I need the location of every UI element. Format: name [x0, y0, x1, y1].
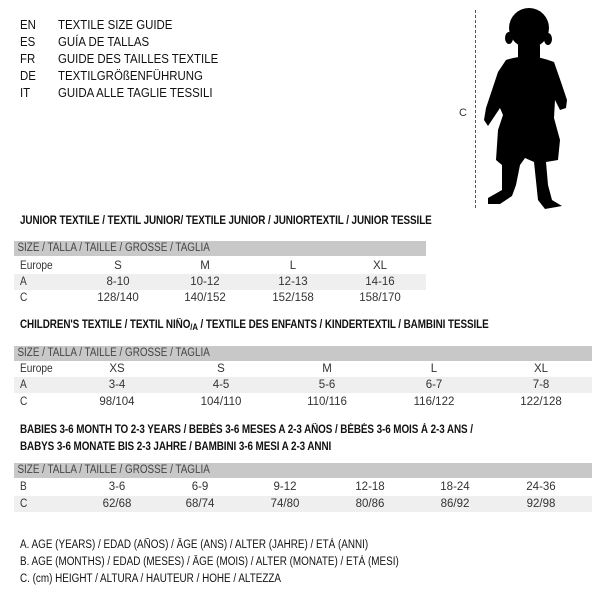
table-cell: 158/170 [359, 292, 401, 304]
children-size-header: SIZE / TALLA / TAILLE / GRÖSSE / TAGLIA [14, 346, 592, 361]
legend-item: C. (cm) HEIGHT / ALTURA / HAUTEUR / HÖHE… [20, 573, 282, 585]
legend-item: B. AGE (MONTHS) / EDAD (MESES) / ÂGE (MO… [20, 556, 399, 568]
table-cell: 92/98 [526, 498, 556, 510]
table-cell: 80/86 [355, 498, 385, 510]
table-cell: S [114, 260, 122, 272]
table-cell: 6-9 [191, 481, 209, 493]
table-cell: 6-7 [425, 379, 443, 391]
row-label: C [20, 498, 28, 510]
junior-section-title: JUNIOR TEXTILE / TEXTIL JUNIOR/ TEXTILE … [20, 215, 432, 227]
table-cell: 152/158 [272, 292, 314, 304]
table-cell: 4-5 [212, 379, 230, 391]
table-cell: 74/80 [270, 498, 300, 510]
table-cell: 14-16 [365, 276, 395, 288]
table-cell: 140/152 [184, 292, 226, 304]
table-row: C 128/140 140/152 152/158 158/170 [14, 290, 426, 306]
table-cell: 116/122 [413, 396, 455, 408]
table-cell: S [217, 363, 225, 375]
lang-title: GUÍA DE TALLAS [58, 34, 150, 49]
size-header-text: SIZE / TALLA / TAILLE / GRÖSSE / TAGLIA [17, 347, 210, 359]
table-cell: 18-24 [440, 481, 470, 493]
table-cell: 3-4 [108, 379, 126, 391]
table-cell: 9-12 [273, 481, 297, 493]
junior-size-header: SIZE / TALLA / TAILLE / GRÖSSE / TAGLIA [14, 241, 426, 256]
table-row: A 8-10 10-12 12-13 14-16 [14, 274, 426, 290]
row-label: C [20, 292, 28, 304]
title-part: CHILDREN'S TEXTILE / TEXTIL NIÑO [20, 319, 191, 331]
child-silhouette-icon [484, 8, 567, 209]
size-header-text: SIZE / TALLA / TAILLE / GRÖSSE / TAGLIA [17, 242, 210, 254]
table-cell: XL [372, 260, 388, 272]
size-header-text: SIZE / TALLA / TAILLE / GRÖSSE / TAGLIA [17, 464, 210, 476]
table-cell: 98/104 [99, 396, 135, 408]
row-label: Europe [20, 260, 53, 272]
table-cell: L [289, 260, 297, 272]
lang-code: ES [20, 34, 36, 49]
table-cell: 122/128 [520, 396, 562, 408]
table-row: A 3-4 4-5 5-6 6-7 7-8 [14, 377, 592, 393]
height-measure-label: C [459, 107, 467, 119]
children-section-title: CHILDREN'S TEXTILE / TEXTIL NIÑO/A / TEX… [20, 319, 489, 332]
table-cell: XL [533, 363, 549, 375]
lang-title: GUIDA ALLE TAGLIE TESSILI [58, 85, 213, 100]
babies-section-title: BABIES 3-6 MONTH TO 2-3 YEARS / BEBÉS 3-… [20, 424, 473, 436]
table-cell: 10-12 [190, 276, 220, 288]
table-cell: M [322, 363, 332, 375]
lang-title: TEXTILE SIZE GUIDE [58, 17, 173, 32]
lang-code: EN [20, 17, 36, 32]
table-cell: 24-36 [526, 481, 556, 493]
table-cell: 68/74 [185, 498, 215, 510]
lang-title: TEXTILGRÖßENFÜHRUNG [58, 68, 203, 83]
table-cell: 12-13 [278, 276, 308, 288]
table-row: Europe S M L XL [14, 258, 426, 274]
table-cell: L [430, 363, 438, 375]
legend-item: A. AGE (YEARS) / EDAD (AÑOS) / ÂGE (ANS)… [20, 539, 369, 551]
row-label: C [20, 396, 28, 408]
lang-code: FR [20, 51, 36, 66]
table-cell: 104/110 [200, 396, 242, 408]
title-part: / TEXTILE DES ENFANTS / KINDERTEXTIL / B… [197, 319, 489, 331]
babies-section-title-line2: BABYS 3-6 MONATE BIS 2-3 JAHRE / BAMBINI… [20, 441, 332, 453]
height-measure-line [475, 10, 476, 208]
table-row: C 98/104 104/110 110/116 116/122 122/128 [14, 394, 592, 410]
table-cell: 5-6 [318, 379, 336, 391]
lang-title: GUIDE DES TAILLES TEXTILE [58, 51, 219, 66]
table-cell: 86/92 [440, 498, 470, 510]
table-cell: M [200, 260, 210, 272]
row-label: B [20, 481, 27, 493]
table-cell: 128/140 [97, 292, 139, 304]
babies-size-header: SIZE / TALLA / TAILLE / GRÖSSE / TAGLIA [14, 463, 592, 478]
row-label: Europe [20, 363, 53, 375]
table-row: B 3-6 6-9 9-12 12-18 18-24 24-36 [14, 479, 592, 495]
table-row: Europe XS S M L XL [14, 361, 592, 377]
table-cell: 62/68 [102, 498, 132, 510]
row-label: A [20, 379, 27, 391]
table-row: C 62/68 68/74 74/80 80/86 86/92 92/98 [14, 496, 592, 512]
table-cell: 8-10 [106, 276, 130, 288]
row-label: A [20, 276, 27, 288]
table-cell: 12-18 [355, 481, 385, 493]
lang-code: DE [20, 68, 36, 83]
table-cell: 7-8 [532, 379, 550, 391]
table-cell: XS [109, 363, 125, 375]
table-cell: 3-6 [108, 481, 126, 493]
table-cell: 110/116 [307, 396, 347, 408]
title-subscript: /A [190, 322, 198, 332]
lang-code: IT [20, 85, 31, 100]
